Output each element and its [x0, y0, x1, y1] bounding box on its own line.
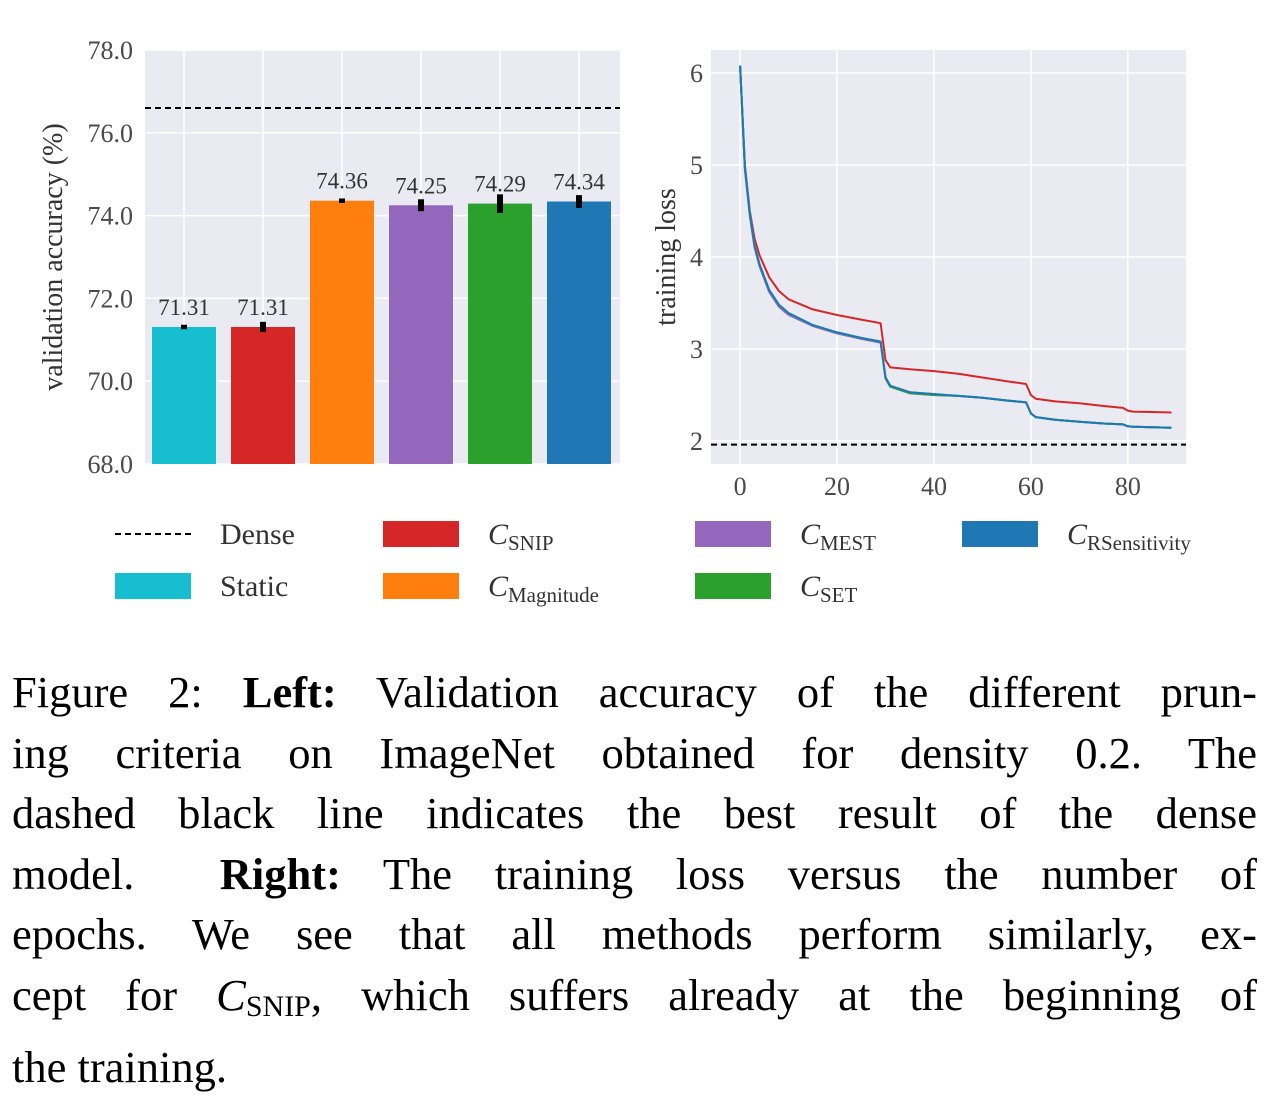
bar-value-label: 74.25: [395, 173, 447, 198]
caption-line-4: model. Right: The training loss versus t…: [12, 844, 1257, 905]
line-chart-y-ticks: 2 3 4 5 6: [690, 59, 703, 456]
caption-text-2a: The training loss versus the number of: [382, 848, 1257, 899]
bar-value-label: 74.29: [474, 172, 526, 197]
line-chart-x-tick-label: 40: [921, 472, 947, 501]
line-chart-y-tick-label: 6: [690, 59, 703, 88]
line-chart-series: [739, 65, 1172, 429]
caption-snip-sub: SNIP: [245, 989, 311, 1023]
bar-chart-plot-area: [145, 50, 620, 464]
line-chart-x-tick-label: 20: [824, 472, 850, 501]
line-chart-x-tick-label: 80: [1115, 472, 1141, 501]
error-bar: [260, 321, 266, 333]
line-chart-x-tick-label: 60: [1018, 472, 1044, 501]
legend-subscript: RSensitivity: [1087, 531, 1191, 555]
legend-subscript: SNIP: [508, 531, 554, 555]
legend-subscript: SET: [820, 583, 858, 607]
bar-static: [152, 326, 216, 464]
caption-text-2c: cept for: [12, 969, 178, 1020]
error-bar: [497, 194, 503, 213]
bar-chart-y-tick-label: 72.0: [88, 284, 134, 313]
legend-swatch: [695, 521, 771, 547]
legend-swatch: [383, 521, 459, 547]
bar-c-magnitude: [310, 200, 374, 465]
line-chart-x-ticks: 0 20 40 60 80: [734, 472, 1141, 501]
line-chart-training-loss: 0 20 40 60 80 2 3 4 5 6 training loss: [651, 50, 1186, 501]
figure-caption: Figure 2: Left: Validation accuracy of t…: [12, 662, 1257, 1098]
caption-line-6: cept for CSNIP, which suffers already at…: [12, 965, 1257, 1038]
legend-subscript: Magnitude: [508, 583, 599, 607]
error-bar: [418, 199, 424, 212]
series-c-snip: [739, 65, 1172, 414]
caption-figure-label: Figure 2:: [12, 667, 203, 717]
caption-left-label: Left:: [242, 667, 337, 717]
bar-chart-validation-accuracy: 71.31 71.31 74.36 74.25 74.29 74.34 68.0 70.0 7…: [38, 36, 620, 479]
legend-script-letter: C: [488, 518, 509, 551]
legend-label: Static: [220, 570, 288, 603]
error-bar: [181, 324, 187, 330]
caption-right-label: Right:: [219, 848, 341, 899]
error-bar: [339, 198, 345, 203]
legend-swatch: [695, 573, 771, 599]
bar-value-label: 71.31: [237, 295, 289, 320]
caption-line-5: epochs. We see that all methods perform …: [12, 904, 1257, 965]
bar-chart-y-label: validation accuracy (%): [38, 123, 69, 390]
caption-line-7: the training.: [12, 1037, 1257, 1098]
line-chart-y-tick-label: 4: [690, 243, 703, 272]
bar-chart-value-labels: 71.31 71.31 74.36 74.25 74.29 74.34: [158, 169, 605, 320]
series-c-rsensitivity: [739, 65, 1172, 429]
caption-text-2d: , which suffers already at the beginning…: [310, 969, 1257, 1020]
bar-c-mest: [389, 205, 453, 464]
line-chart-x-tick-label: 0: [734, 472, 747, 501]
bar-chart-y-tick-label: 76.0: [88, 119, 134, 148]
bar-c-snip: [231, 326, 295, 464]
line-chart-y-tick-label: 5: [690, 151, 703, 180]
caption-text-1b: ing criteria on ImageNet obtained for de…: [12, 727, 1257, 778]
legend-subscript: MEST: [820, 531, 876, 555]
legend-script-letter: C: [488, 570, 509, 603]
bar-value-label: 71.31: [158, 295, 210, 320]
caption-text-2b: epochs. We see that all methods perform …: [12, 909, 1257, 959]
line-chart-y-label: training loss: [651, 188, 682, 326]
caption-line-3: dashed black line indicates the best res…: [12, 783, 1257, 844]
bar-chart-y-tick-label: 78.0: [88, 36, 134, 65]
line-chart-y-tick-label: 3: [690, 335, 703, 364]
legend-script-letter: C: [800, 518, 821, 551]
legend-swatch: [962, 521, 1038, 547]
bar-c-rsensitivity: [547, 201, 611, 465]
caption-line-2: ing criteria on ImageNet obtained for de…: [12, 723, 1257, 784]
legend-script-letter: C: [800, 570, 821, 603]
bar-chart-y-ticks: 68.0 70.0 72.0 74.0 76.0 78.0: [88, 36, 134, 479]
caption-text-1c: dashed black line indicates the best res…: [12, 788, 1257, 838]
legend-script-letter: C: [1067, 518, 1088, 551]
legend-swatch: [115, 573, 191, 599]
bar-value-label: 74.34: [553, 170, 605, 195]
caption-snip-letter: C: [216, 969, 246, 1020]
bar-value-label: 74.36: [316, 169, 368, 194]
bar-chart-bars: [152, 194, 611, 465]
bar-c-set: [468, 203, 532, 464]
caption-text-1d: model.: [12, 848, 135, 899]
caption-text-2e: the training.: [12, 1042, 228, 1092]
bar-chart-y-tick-label: 70.0: [88, 367, 134, 396]
bar-chart-y-tick-label: 68.0: [88, 450, 134, 479]
figure: 71.31 71.31 74.36 74.25 74.29 74.34 68.0 70.0 7…: [38, 36, 1191, 607]
error-bar: [576, 195, 582, 208]
line-chart-y-tick-label: 2: [690, 427, 703, 456]
bar-chart-y-tick-label: 74.0: [88, 202, 134, 231]
legend-swatch: [383, 573, 459, 599]
caption-line-1: Figure 2: Left: Validation accuracy of t…: [12, 662, 1257, 723]
legend-label: Dense: [220, 518, 295, 551]
caption-text-1a: Validation accuracy of the different pru…: [375, 667, 1258, 717]
